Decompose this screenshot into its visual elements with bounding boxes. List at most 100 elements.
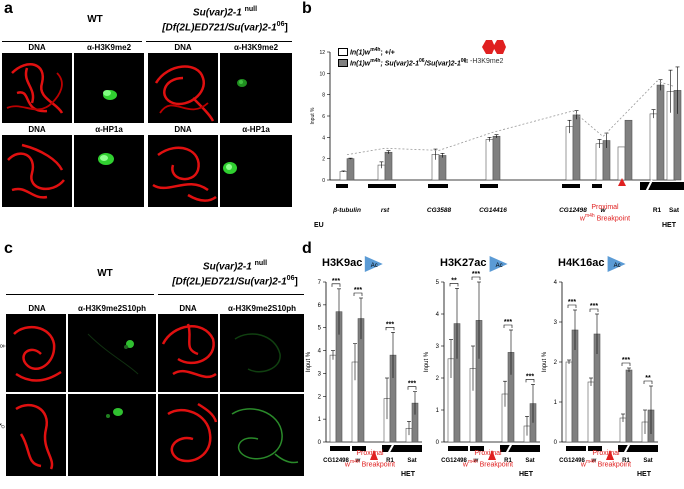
significance-bracket xyxy=(589,308,599,312)
y-tick-label: 0 xyxy=(554,440,558,446)
y-tick-label: 1 xyxy=(318,417,322,423)
gene-label: CG14416 xyxy=(479,207,507,214)
ac-badge-label: Ac xyxy=(371,263,378,269)
chromosome-segment xyxy=(428,184,448,188)
bar-mutant xyxy=(624,119,633,181)
category-label: CG12498 xyxy=(441,458,467,464)
chromosome-segment xyxy=(562,184,580,188)
significance-label: *** xyxy=(332,278,340,285)
significance-bracket xyxy=(449,283,459,287)
bar-mutant xyxy=(384,151,393,181)
micrograph-dna xyxy=(2,53,72,123)
y-tick-label: 5 xyxy=(436,280,440,286)
panel-a-header: DNA xyxy=(28,125,46,134)
chart-title: H4K16ac xyxy=(558,257,604,269)
gene-label: CG3588 xyxy=(427,207,452,214)
y-tick-label: 1 xyxy=(554,400,558,406)
significance-bracket xyxy=(385,326,395,331)
heterochromatin-label: HET xyxy=(662,222,677,229)
bar-mutant xyxy=(656,84,665,181)
ac-badge-label: Ac xyxy=(614,263,621,269)
breakpoint-marker xyxy=(488,450,496,460)
micrograph-h3k9me2s10ph xyxy=(220,314,304,392)
significance-label: *** xyxy=(622,357,630,364)
micrograph-h3k9me2s10ph xyxy=(68,314,156,392)
micrograph-h3k9me2s10ph xyxy=(220,394,304,476)
y-axis-label: Input % xyxy=(424,351,430,372)
y-tick-label: 3 xyxy=(436,344,440,350)
heterochromatin-label: HET xyxy=(519,471,534,478)
y-tick-label: 2 xyxy=(318,394,322,400)
chromosome-segment xyxy=(470,446,484,451)
legend-mutant: In(1)wm4h; Su(var)2-106/Su(var)2-106 xyxy=(338,58,466,68)
category-label: Sat xyxy=(525,458,534,464)
y-tick-label: 4 xyxy=(322,135,325,141)
euchromatin-label: EU xyxy=(314,222,324,229)
panel-a-bracket-right xyxy=(146,41,292,42)
y-tick-label: 2 xyxy=(322,157,325,163)
gene-label: β-tubulin xyxy=(332,207,361,214)
micrograph-h3k9me2 xyxy=(220,53,292,123)
chromosome-segment xyxy=(480,184,498,188)
y-axis-label: Input % xyxy=(542,351,548,372)
chromosome-segment xyxy=(566,446,586,451)
heterochromatin-block xyxy=(382,445,422,452)
gene-label: CG12498 xyxy=(559,207,587,214)
y-tick-label: 4 xyxy=(436,312,440,318)
breakpoint-marker xyxy=(370,450,378,460)
breakpoint-marker xyxy=(606,450,614,460)
category-label: w xyxy=(591,458,597,464)
bar-wt xyxy=(649,113,658,181)
gene-label: rst xyxy=(381,207,390,214)
ac-badge-label: Ac xyxy=(496,263,503,269)
y-tick-label: 6 xyxy=(318,303,322,309)
significance-label: *** xyxy=(590,303,598,310)
heterochromatin-block xyxy=(618,445,658,452)
significance-bracket xyxy=(621,362,631,366)
significance-label: *** xyxy=(504,319,512,326)
y-tick-label: 8 xyxy=(322,93,325,99)
chromosome-segment xyxy=(336,184,348,188)
chromosome-segment xyxy=(448,446,468,451)
y-tick-label: 0 xyxy=(322,178,325,184)
gene-label: R1 xyxy=(653,207,662,214)
panel-a-header: DNA xyxy=(174,125,192,134)
panel-a-header: α-HP1a xyxy=(95,125,123,134)
ac-badge xyxy=(489,256,508,272)
significance-bracket xyxy=(567,304,577,308)
micrograph-dna xyxy=(148,53,218,123)
category-label: CG12498 xyxy=(323,458,349,464)
y-tick-label: 7 xyxy=(318,280,322,286)
micrograph-dna xyxy=(158,314,218,392)
panel-a-header: α-H3K9me2 xyxy=(233,43,279,52)
chromosome-segment xyxy=(588,446,602,451)
category-label: R1 xyxy=(622,458,630,464)
micrograph-h3k9me2 xyxy=(74,53,144,123)
gene-label: Sat xyxy=(669,207,680,214)
y-tick-label: 5 xyxy=(318,326,322,332)
chromosome-segment xyxy=(352,446,366,451)
nucleosome-icon xyxy=(482,40,506,54)
significance-bracket xyxy=(525,379,535,383)
significance-label: *** xyxy=(526,373,534,380)
micrograph-dna xyxy=(6,314,66,392)
micrograph-hp1a xyxy=(220,135,292,207)
y-tick-label: 0 xyxy=(318,440,322,446)
category-label: Sat xyxy=(407,458,416,464)
bar-mutant xyxy=(572,114,581,181)
panel-c-header: α-H3K9me2S10ph xyxy=(77,304,147,313)
category-label: R1 xyxy=(504,458,512,464)
y-tick-label: 10 xyxy=(319,71,325,77)
panel-c-bracket-left xyxy=(6,294,154,295)
ac-badge xyxy=(607,256,626,272)
antibody-label: α -H3K9me2 xyxy=(464,58,504,65)
male-symbol: ♂ xyxy=(0,422,9,430)
significance-bracket xyxy=(353,292,363,296)
panel-c-header: DNA xyxy=(28,304,46,313)
category-label: w xyxy=(473,458,479,464)
panel-a-header: α-HP1a xyxy=(242,125,270,134)
y-tick-label: 12 xyxy=(319,50,325,56)
significance-bracket xyxy=(331,283,341,287)
significance-bracket xyxy=(503,324,513,328)
